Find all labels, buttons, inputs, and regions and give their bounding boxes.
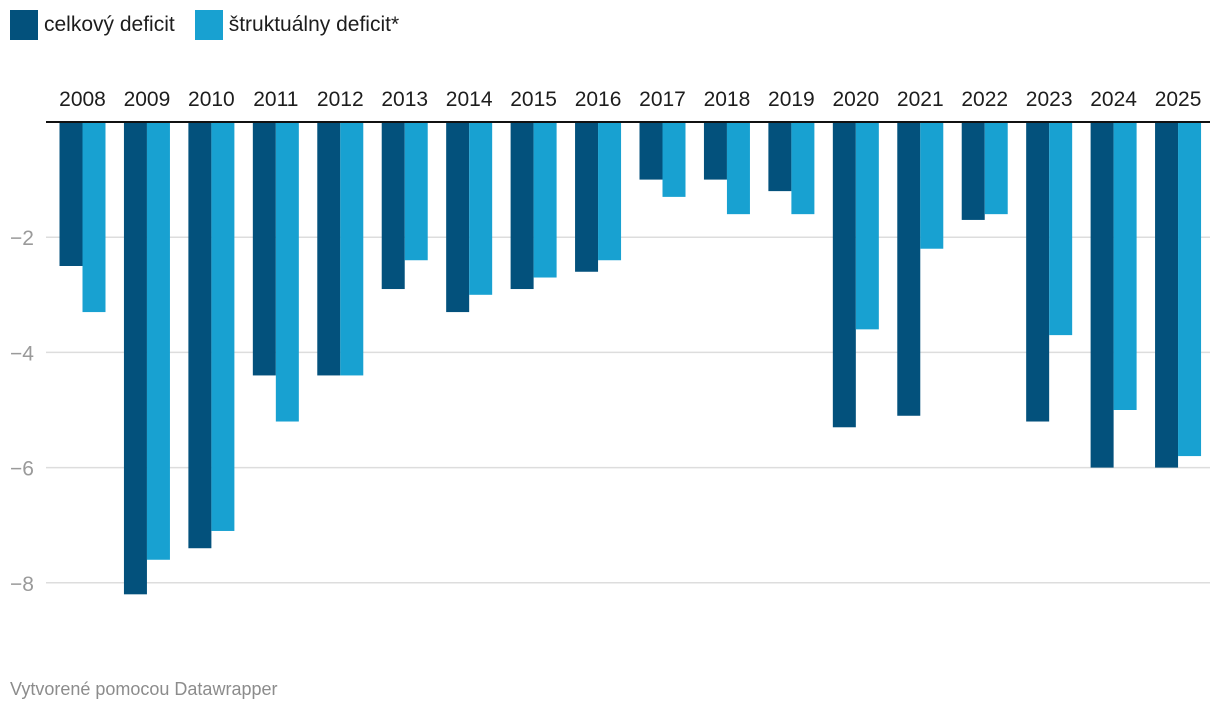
x-tick-label: 2020: [832, 88, 879, 111]
bar-strukturalny-deficit: [404, 122, 428, 261]
bar-strukturalny-deficit: [275, 122, 299, 422]
bar-strukturalny-deficit: [340, 122, 364, 376]
legend-item-celkovy-deficit: celkový deficit: [10, 10, 175, 40]
bar-celkovy-deficit: [832, 122, 856, 428]
legend-swatch-celkovy-deficit: [10, 10, 38, 40]
y-tick-label: −6: [10, 458, 34, 481]
x-tick-label: 2013: [381, 88, 428, 111]
bar-celkovy-deficit: [961, 122, 985, 220]
y-tick-label: −2: [10, 227, 34, 250]
bar-celkovy-deficit: [252, 122, 276, 376]
bar-celkovy-deficit: [317, 122, 341, 376]
bar-strukturalny-deficit: [146, 122, 170, 560]
bar-strukturalny-deficit: [920, 122, 944, 249]
legend-item-strukturalny-deficit: štruktuálny deficit*: [194, 10, 400, 40]
x-tick-label: 2023: [1026, 88, 1073, 111]
bar-celkovy-deficit: [575, 122, 599, 272]
x-tick-label: 2012: [317, 88, 364, 111]
x-tick-label: 2025: [1155, 88, 1202, 111]
bar-celkovy-deficit: [188, 122, 212, 549]
bar-strukturalny-deficit: [598, 122, 622, 261]
bar-strukturalny-deficit: [82, 122, 106, 313]
bar-celkovy-deficit: [768, 122, 792, 192]
bar-celkovy-deficit: [123, 122, 147, 595]
x-tick-label: 2016: [575, 88, 622, 111]
x-tick-label: 2014: [446, 88, 493, 111]
bar-strukturalny-deficit: [1178, 122, 1202, 457]
bar-strukturalny-deficit: [662, 122, 686, 197]
x-tick-label: 2018: [704, 88, 751, 111]
bar-strukturalny-deficit: [469, 122, 493, 295]
x-tick-label: 2017: [639, 88, 686, 111]
legend: celkový deficit štruktuálny deficit*: [10, 10, 399, 40]
footer-credit: Vytvorené pomocou Datawrapper: [10, 679, 278, 699]
bar-celkovy-deficit: [381, 122, 405, 290]
bar-celkovy-deficit: [639, 122, 663, 180]
bar-strukturalny-deficit: [533, 122, 557, 278]
bar-celkovy-deficit: [1026, 122, 1050, 422]
x-tick-label: 2015: [510, 88, 557, 111]
x-tick-label: 2022: [961, 88, 1008, 111]
x-tick-label: 2011: [253, 88, 298, 111]
x-tick-label: 2019: [768, 88, 815, 111]
bar-strukturalny-deficit: [984, 122, 1008, 215]
bar-strukturalny-deficit: [791, 122, 815, 215]
y-tick-label: −4: [10, 342, 34, 365]
y-tick-label: −8: [10, 573, 34, 596]
legend-swatch-strukturalny-deficit: [194, 10, 223, 40]
bar-strukturalny-deficit: [1049, 122, 1073, 336]
bar-celkovy-deficit: [1090, 122, 1114, 468]
legend-label: celkový deficit: [44, 13, 175, 36]
x-tick-label: 2024: [1090, 88, 1137, 111]
bar-celkovy-deficit: [703, 122, 727, 180]
bar-celkovy-deficit: [510, 122, 534, 290]
bar-strukturalny-deficit: [726, 122, 750, 215]
x-tick-label: 2021: [897, 88, 944, 111]
bar-celkovy-deficit: [59, 122, 83, 266]
x-tick-label: 2008: [59, 88, 106, 111]
legend-label: štruktuálny deficit*: [228, 13, 400, 36]
bar-celkovy-deficit: [897, 122, 921, 416]
bar-strukturalny-deficit: [211, 122, 235, 531]
x-tick-label: 2009: [124, 88, 171, 111]
bar-strukturalny-deficit: [1113, 122, 1137, 410]
x-tick-label: 2010: [188, 88, 235, 111]
bar-strukturalny-deficit: [855, 122, 879, 330]
bar-celkovy-deficit: [446, 122, 470, 313]
bar-celkovy-deficit: [1155, 122, 1179, 468]
